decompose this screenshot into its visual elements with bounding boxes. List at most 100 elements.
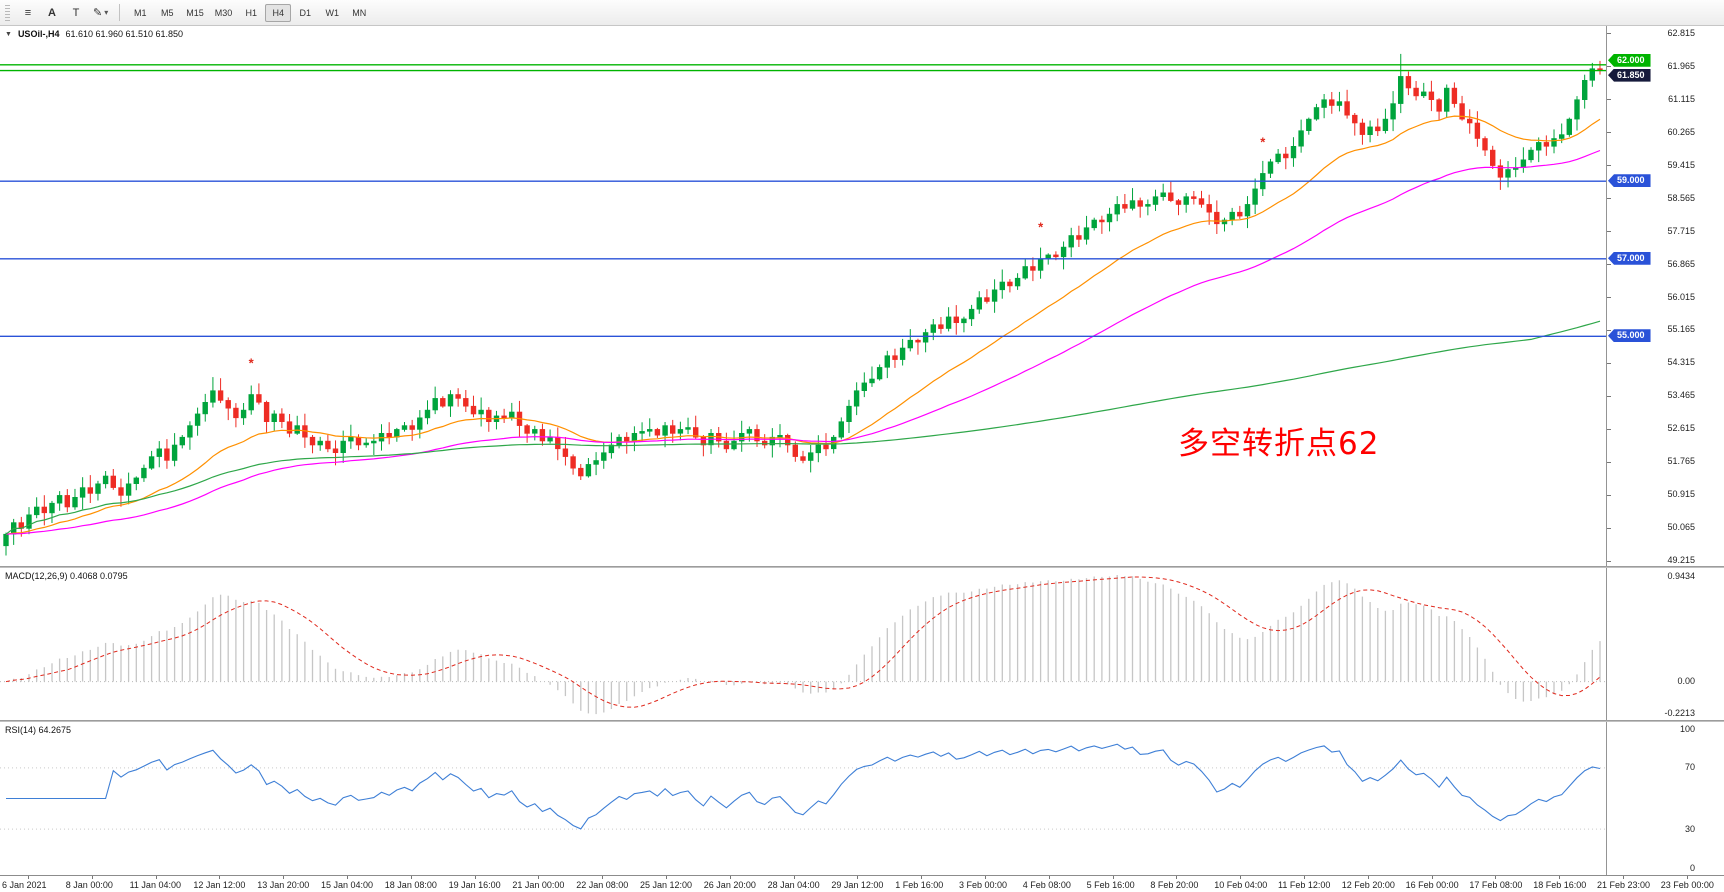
price-axis-tick [1607, 395, 1611, 397]
text-tool-button[interactable]: T [65, 3, 87, 23]
time-axis-tick [28, 876, 29, 879]
time-axis-tick [1623, 876, 1624, 879]
timeframe-button-w1[interactable]: W1 [319, 4, 345, 22]
time-axis-label: 3 Feb 00:00 [959, 880, 1008, 890]
time-axis-tick [538, 876, 540, 879]
time-axis-label: 18 Feb 16:00 [1533, 880, 1587, 890]
price-level-tag: 57.000 [1608, 251, 1651, 265]
timeframe-button-group: M1 M5 M15 M30 H1 H4 D1 W1 MN [127, 3, 372, 22]
ma-line-21 [5, 115, 1601, 535]
draw-tool-button[interactable]: ✎ ▾ [89, 3, 112, 23]
rsi-axis-label: 100 [1679, 724, 1695, 734]
timeframe-button-mn[interactable]: MN [346, 4, 372, 22]
time-axis-label: 1 Feb 16:00 [895, 880, 944, 890]
time-axis-label: 19 Jan 16:00 [448, 880, 501, 890]
macd-canvas[interactable] [0, 568, 1606, 720]
ma-line-55 [5, 149, 1601, 535]
time-axis-label: 21 Feb 23:00 [1597, 880, 1651, 890]
price-axis-label: 57.715 [1667, 225, 1695, 236]
timeframe-button-m15[interactable]: M15 [181, 4, 209, 22]
price-axis-tick [1607, 198, 1611, 199]
time-axis-label: 8 Feb 20:00 [1150, 880, 1199, 890]
price-axis-tick [1607, 329, 1611, 331]
macd-plot[interactable]: MACD(12,26,9) 0.4068 0.0795 [0, 568, 1606, 720]
price-chart-canvas[interactable]: * * * [0, 26, 1606, 566]
price-axis-label: 62.815 [1667, 27, 1695, 38]
price-axis-tick [1607, 494, 1611, 496]
toolbar-gripper[interactable] [5, 4, 10, 21]
rsi-axis[interactable]: 100 70 30 0 [1606, 722, 1723, 875]
timeframe-button-h4[interactable]: H4 [265, 3, 292, 22]
price-axis-tick [1607, 231, 1611, 232]
macd-axis-label: -0.2213 [1664, 708, 1695, 718]
macd-axis[interactable]: 0.9434 0.00 -0.2213 [1606, 568, 1723, 720]
rsi-canvas[interactable] [0, 722, 1606, 875]
price-axis-label: 61.115 [1668, 93, 1695, 104]
star-marker: * [249, 356, 255, 371]
price-axis-label: 49.215 [1667, 555, 1695, 566]
chart-annotation-text: 多空转折点62 [1178, 426, 1380, 462]
time-axis-label: 8 Jan 00:00 [65, 880, 113, 890]
price-chart-plot[interactable]: * * * ▼ USOil-,H4 61.610 61.960 61.510 61.… [0, 26, 1606, 566]
time-axis-tick [921, 876, 923, 879]
time-axis-tick [602, 876, 604, 879]
toolbar-separator [119, 4, 121, 21]
toolbar: ≡ A T ✎ ▾ M1 M5 M15 M30 H1 H4 D1 W1 MN [0, 0, 1724, 26]
price-axis-label: 56.865 [1667, 258, 1695, 269]
price-axis-tick [1607, 132, 1611, 134]
cursor-tool-button[interactable]: A [41, 3, 63, 23]
price-level-tag: 59.000 [1608, 174, 1651, 188]
time-axis-tick [474, 876, 476, 879]
timeframe-button-m5[interactable]: M5 [154, 4, 180, 22]
time-axis-label: 12 Jan 12:00 [193, 880, 246, 890]
price-axis-tick [1607, 66, 1611, 68]
price-axis-tick [1607, 428, 1611, 430]
macd-axis-label: 0.00 [1677, 676, 1695, 687]
time-axis-label: 29 Jan 12:00 [831, 880, 884, 890]
time-axis-tick [729, 876, 731, 879]
pane-separator[interactable] [0, 566, 1724, 568]
time-axis[interactable]: 6 Jan 2021 8 Jan 00:00 11 Jan 04:00 12 Jan … [0, 875, 1724, 892]
symbol-name: USOil-,H4 [17, 29, 60, 39]
time-axis-tick [347, 876, 348, 879]
price-axis-label: 50.915 [1667, 489, 1695, 500]
menu-icon: ≡ [24, 6, 32, 19]
time-axis-tick [666, 876, 667, 879]
price-axis-label: 52.615 [1667, 423, 1695, 434]
price-level-tag: 62.000 [1608, 53, 1651, 67]
charts-menu-button[interactable]: ≡ [17, 3, 39, 23]
price-level-tag: 55.000 [1608, 329, 1651, 343]
rsi-plot[interactable]: RSI(14) 64.2675 [0, 722, 1606, 875]
price-axis-label: 50.065 [1667, 522, 1695, 533]
time-axis-label: 10 Feb 04:00 [1214, 880, 1268, 890]
timeframe-button-m30[interactable]: M30 [210, 4, 238, 22]
price-axis-tick [1607, 99, 1611, 101]
macd-histogram [13, 575, 1601, 715]
time-axis-tick [1367, 876, 1369, 879]
price-axis[interactable]: 62.815 61.965 61.115 60.265 59.415 58.565 57.7… [1606, 26, 1723, 566]
timeframe-button-d1[interactable]: D1 [292, 4, 318, 22]
macd-label: MACD(12,26,9) 0.4068 0.0795 [5, 571, 128, 581]
timeframe-button-m1[interactable]: M1 [127, 4, 153, 22]
pane-separator[interactable] [0, 720, 1724, 722]
time-axis-tick [1048, 876, 1050, 879]
time-axis-tick [283, 876, 285, 879]
rsi-axis-label: 0 [1689, 863, 1695, 873]
price-axis-label: 55.165 [1667, 324, 1695, 335]
price-axis-tick [1607, 297, 1611, 298]
time-axis-tick [1559, 876, 1561, 879]
price-pane-row: * * * ▼ USOil-,H4 61.610 61.960 61.510 61.… [0, 26, 1724, 566]
timeframe-button-h1[interactable]: H1 [238, 4, 264, 22]
ohlc-values: 61.610 61.960 61.510 61.850 [65, 29, 184, 39]
price-axis-label: 51.765 [1667, 456, 1695, 467]
time-axis-label: 11 Feb 12:00 [1278, 880, 1331, 890]
collapse-triangle-icon[interactable]: ▼ [5, 30, 12, 38]
time-axis-tick [219, 876, 221, 879]
time-axis-tick [857, 876, 859, 879]
time-axis-label: 17 Feb 08:00 [1469, 880, 1523, 890]
time-axis-label: 21 Jan 00:00 [512, 880, 565, 890]
time-axis-label: 26 Jan 20:00 [703, 880, 756, 890]
rsi-line [6, 743, 1601, 830]
time-axis-label: 28 Jan 04:00 [767, 880, 820, 890]
price-axis-label: 54.315 [1667, 357, 1695, 368]
